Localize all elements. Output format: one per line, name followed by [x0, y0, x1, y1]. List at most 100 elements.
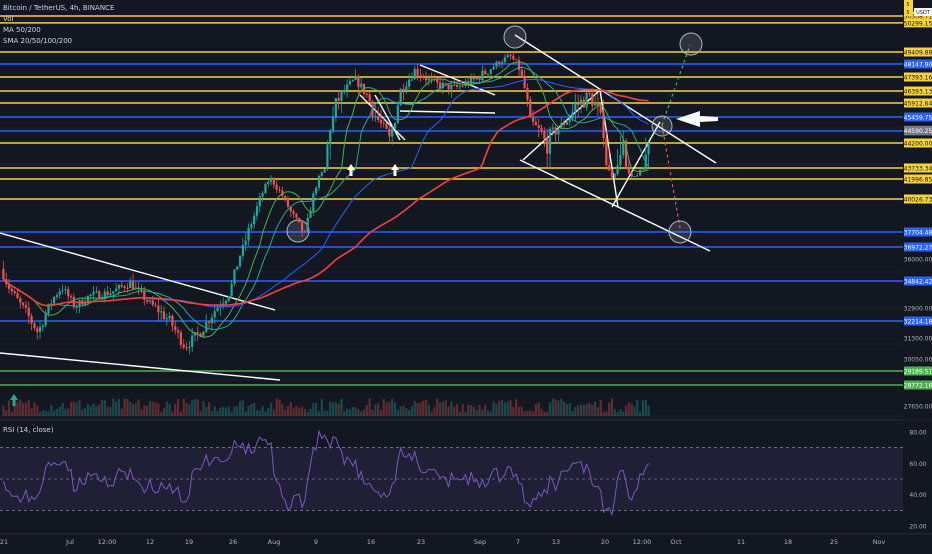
- candle-body: [112, 291, 115, 294]
- volume-bar: [402, 405, 405, 416]
- price-level-tag: [904, 59, 932, 69]
- candle-body: [140, 288, 143, 292]
- candle-body: [391, 128, 394, 137]
- candle-body: [422, 76, 425, 78]
- volume-bar: [284, 409, 287, 416]
- candle-body: [458, 85, 461, 87]
- candle-body: [608, 165, 611, 171]
- volume-bar: [351, 406, 354, 416]
- volume-bar: [340, 398, 343, 416]
- candle-body: [562, 123, 566, 125]
- candle-body: [453, 84, 456, 86]
- volume-bar: [227, 406, 230, 416]
- candle-body: [636, 175, 639, 177]
- volume-bar: [320, 398, 323, 416]
- candle-body: [613, 173, 616, 178]
- candle-body: [602, 112, 605, 138]
- candle-body: [478, 78, 481, 81]
- volume-bar: [467, 404, 470, 416]
- candle-body: [126, 287, 129, 289]
- volume-bar: [430, 411, 433, 416]
- candle-body: [543, 131, 546, 139]
- volume-bar: [148, 401, 152, 416]
- volume-bar: [120, 408, 123, 416]
- candle-body: [22, 302, 25, 306]
- volume-bar: [129, 402, 132, 416]
- time-tick-label: 16: [367, 538, 375, 546]
- rsi-title[interactable]: RSI (14, close): [3, 426, 54, 434]
- forecast-down-line: [661, 124, 681, 229]
- volume-bar: [199, 411, 202, 416]
- volume-bar: [300, 406, 304, 416]
- volume-bar: [253, 403, 256, 416]
- candle-body: [230, 283, 233, 296]
- volume-bar: [165, 401, 168, 416]
- time-tick-label: 19: [185, 538, 193, 546]
- candle-body: [574, 103, 577, 112]
- volume-bar: [312, 403, 315, 416]
- price-tick-label: 31300.00: [904, 336, 932, 343]
- volume-bar: [362, 409, 366, 416]
- candle-body: [117, 285, 121, 289]
- candle-body: [346, 84, 349, 91]
- indicator-vol[interactable]: Vol: [3, 15, 14, 23]
- candle-body: [67, 289, 70, 297]
- volume-bar: [410, 406, 414, 416]
- candle-body: [444, 82, 447, 84]
- volume-bar: [241, 400, 244, 416]
- price-tick-label: 36000.00: [904, 257, 932, 264]
- rsi-tick-label: 20.00: [909, 524, 926, 531]
- candle-body: [354, 76, 357, 81]
- time-tick-label: 20: [601, 538, 609, 546]
- candle-body: [405, 86, 408, 91]
- volume-bar: [210, 410, 213, 416]
- volume-bar: [413, 400, 416, 416]
- volume-bar: [546, 411, 549, 416]
- candle-body: [154, 304, 157, 306]
- volume-bar: [81, 409, 84, 416]
- candle-body: [50, 303, 53, 305]
- volume-bar: [644, 399, 647, 416]
- candle-body: [312, 193, 315, 212]
- candle-body: [98, 291, 101, 299]
- trendline: [419, 64, 496, 96]
- volume-bar: [182, 398, 185, 416]
- candle-body: [647, 142, 650, 155]
- volume-bar: [633, 406, 636, 416]
- volume-bar: [281, 404, 284, 416]
- highlight-circle: [286, 219, 310, 243]
- volume-bar: [106, 406, 109, 416]
- indicator-ma[interactable]: MA 50/200: [3, 26, 41, 34]
- volume-bar: [176, 399, 180, 416]
- candle-body: [469, 77, 473, 85]
- volume-bar: [503, 402, 507, 416]
- candle-body: [36, 328, 39, 332]
- volume-bar: [236, 406, 239, 416]
- volume-bar: [36, 405, 39, 416]
- volume-bar: [151, 401, 154, 416]
- time-tick-label: 9: [314, 538, 318, 546]
- volume-bar: [517, 406, 521, 416]
- volume-bar: [115, 401, 118, 416]
- price-level-tag: [904, 227, 932, 237]
- trendline: [0, 352, 281, 381]
- price-level-label: 34842.42: [904, 279, 932, 286]
- volume-bar: [475, 409, 478, 416]
- volume-bar: [560, 398, 563, 416]
- candle-body: [450, 84, 453, 90]
- candle-body: [591, 93, 594, 106]
- volume-bar: [196, 399, 199, 416]
- candle-body: [633, 176, 636, 178]
- candle-body: [75, 306, 78, 308]
- volume-bar: [75, 402, 78, 416]
- volume-bar: [47, 411, 50, 416]
- volume-bar: [10, 411, 13, 416]
- candle-body: [512, 55, 515, 60]
- indicator-sma[interactable]: SMA 20/50/100/200: [3, 37, 73, 45]
- candle-body: [486, 73, 490, 75]
- volume-bar: [193, 399, 197, 416]
- volume-bar: [498, 400, 501, 416]
- candle-body: [360, 83, 363, 88]
- candle-body: [317, 175, 321, 188]
